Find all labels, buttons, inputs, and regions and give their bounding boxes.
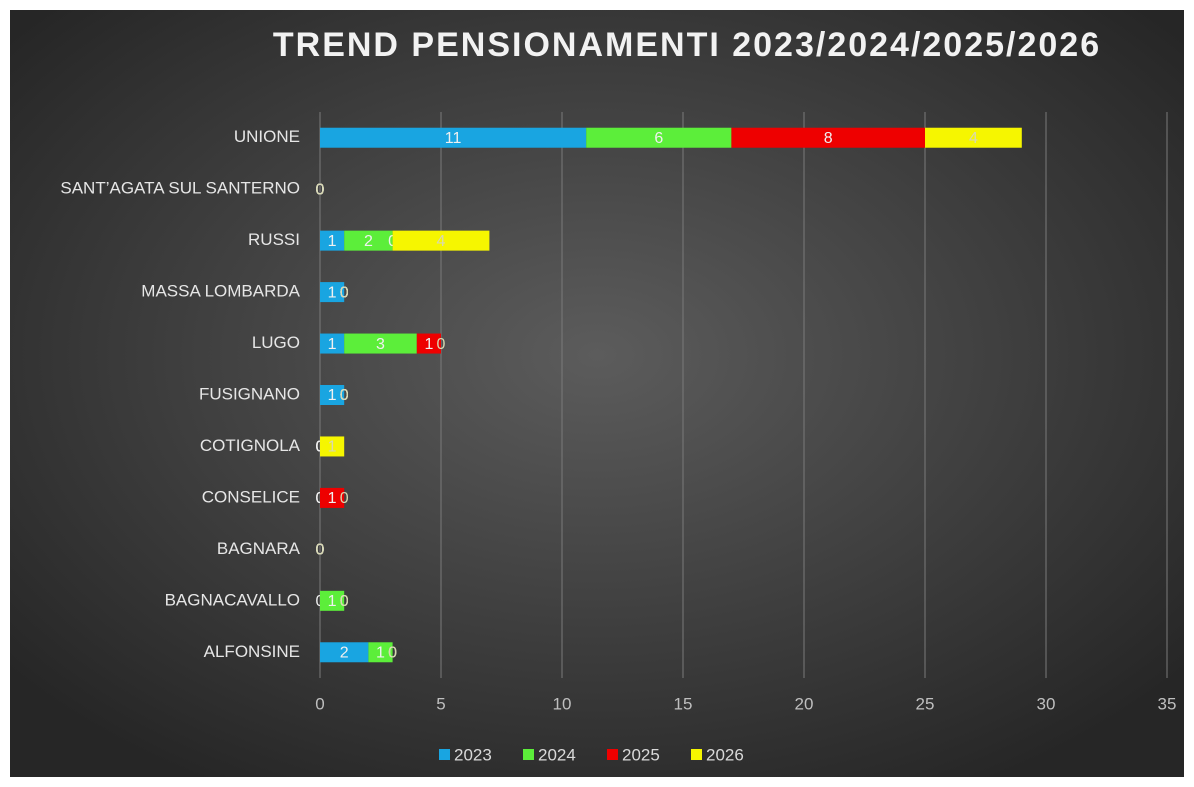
bar-segment — [320, 127, 587, 148]
data-label: 0 — [388, 644, 397, 661]
legend-swatch — [439, 749, 450, 760]
legend-label: 2023 — [454, 745, 492, 764]
y-tick-label: MASSA LOMBARDA — [141, 282, 300, 301]
y-tick-label: UNIONE — [234, 127, 300, 146]
data-label: 2 — [340, 644, 349, 661]
data-label: 0 — [316, 181, 325, 198]
data-label: 0 — [340, 284, 349, 301]
bar-segment — [586, 127, 732, 148]
y-tick-label: FUSIGNANO — [199, 384, 300, 403]
data-label: 2 — [364, 233, 373, 250]
data-label: 1 — [328, 387, 337, 404]
x-tick-label: 35 — [1158, 694, 1177, 713]
data-label: 0 — [316, 542, 325, 559]
y-tick-label: COTIGNOLA — [200, 436, 301, 455]
bar-segment — [344, 230, 393, 251]
legend-swatch — [607, 749, 618, 760]
data-label: 0 — [340, 387, 349, 404]
bar-segment — [731, 127, 925, 148]
chart-background — [10, 10, 1184, 777]
data-label: 0 — [340, 284, 349, 301]
data-label: 0 — [316, 181, 325, 198]
data-label: 8 — [824, 130, 833, 147]
data-label: 0 — [316, 542, 325, 559]
data-label: 1 — [328, 490, 337, 507]
chart-title: TREND PENSIONAMENTI 2023/2024/2025/2026 — [273, 26, 1101, 64]
bar-segment — [392, 230, 490, 251]
bar-segment — [320, 282, 345, 303]
x-tick-label: 25 — [916, 694, 935, 713]
bar-segment — [368, 642, 393, 663]
x-tick-label: 5 — [436, 694, 445, 713]
x-tick-label: 20 — [795, 694, 814, 713]
bar-segment — [320, 436, 345, 457]
data-label: 0 — [316, 181, 325, 198]
data-label: 0 — [316, 542, 325, 559]
data-label: 0 — [388, 644, 397, 661]
bar-segment — [320, 642, 369, 663]
y-tick-label: SANT’AGATA SUL SANTERNO — [60, 179, 300, 198]
bar-segment — [320, 333, 345, 354]
data-label: 6 — [654, 130, 663, 147]
bar-segment — [344, 333, 417, 354]
y-tick-label: RUSSI — [248, 230, 300, 249]
bar-segment — [320, 230, 345, 251]
data-label: 1 — [376, 644, 385, 661]
data-label: 0 — [316, 542, 325, 559]
data-label: 0 — [340, 593, 349, 610]
y-tick-label: LUGO — [252, 333, 300, 352]
bar-segment — [925, 127, 1022, 148]
data-label: 0 — [316, 181, 325, 198]
y-tick-label: BAGNARA — [217, 539, 301, 558]
data-label: 3 — [376, 336, 385, 353]
y-tick-label: BAGNACAVALLO — [165, 590, 300, 609]
data-label: 0 — [340, 387, 349, 404]
data-label: 0 — [340, 387, 349, 404]
x-tick-label: 0 — [315, 694, 324, 713]
y-tick-label: CONSELICE — [202, 487, 300, 506]
data-label: 11 — [445, 130, 462, 147]
x-tick-label: 15 — [674, 694, 693, 713]
legend-label: 2026 — [706, 745, 744, 764]
legend-swatch — [523, 749, 534, 760]
y-tick-label: ALFONSINE — [204, 642, 300, 661]
legend-swatch — [691, 749, 702, 760]
legend-label: 2025 — [622, 745, 660, 764]
bar-segment — [320, 487, 345, 508]
data-label: 1 — [328, 593, 337, 610]
data-label: 0 — [340, 490, 349, 507]
data-label: 1 — [328, 284, 337, 301]
data-label: 1 — [328, 439, 337, 456]
data-label: 0 — [437, 336, 446, 353]
bar-segment — [320, 590, 345, 611]
data-label: 4 — [969, 130, 978, 147]
data-label: 4 — [437, 233, 446, 250]
x-tick-label: 30 — [1037, 694, 1056, 713]
x-tick-label: 10 — [553, 694, 572, 713]
bar-segment — [320, 385, 345, 405]
bar-segment — [416, 333, 441, 354]
data-label: 1 — [424, 336, 433, 353]
legend-label: 2024 — [538, 745, 576, 764]
data-label: 1 — [328, 336, 337, 353]
data-label: 1 — [328, 233, 337, 250]
data-label: 0 — [340, 593, 349, 610]
data-label: 0 — [340, 284, 349, 301]
